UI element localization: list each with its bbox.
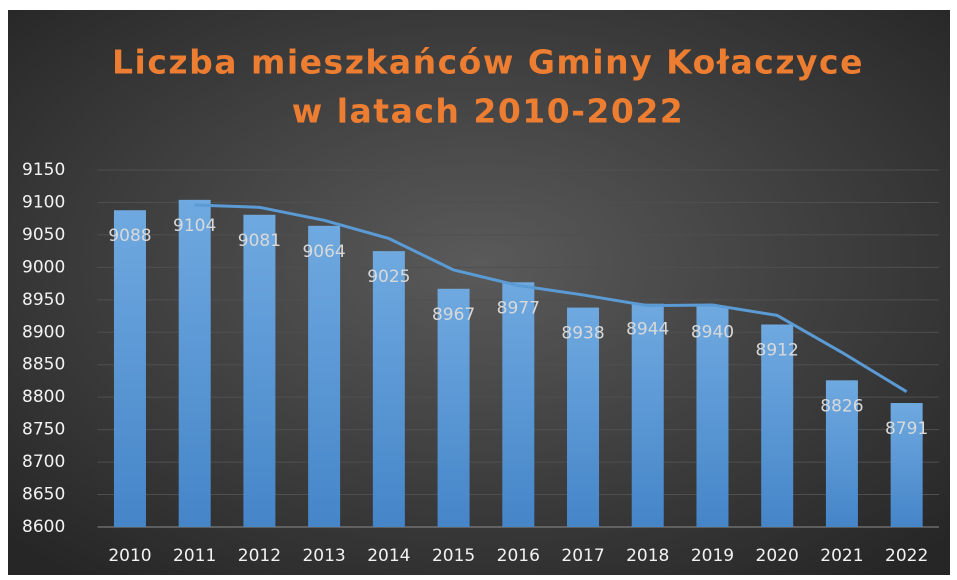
bar: [567, 307, 600, 527]
chart-title: Liczba mieszkańców Gminy Kołaczyce: [112, 43, 864, 82]
bar: [825, 380, 858, 527]
x-tick-label: 2015: [432, 546, 475, 566]
bar: [178, 199, 211, 527]
y-tick-label: 9000: [22, 257, 65, 277]
y-tick-label: 8600: [22, 517, 65, 537]
y-tick-label: 8800: [22, 387, 65, 407]
x-tick-label: 2018: [626, 546, 669, 566]
value-label: 9025: [367, 267, 410, 287]
bar: [372, 251, 405, 528]
y-tick-label: 8850: [22, 355, 65, 375]
y-tick-label: 8900: [22, 322, 65, 342]
x-tick-label: 2011: [173, 546, 216, 566]
y-tick-label: 8700: [22, 452, 65, 472]
y-tick-label: 8650: [22, 485, 65, 505]
x-tick-label: 2010: [108, 546, 151, 566]
y-tick-label: 9050: [22, 225, 65, 245]
bar: [502, 282, 535, 527]
x-tick-label: 2019: [691, 546, 734, 566]
y-tick-label: 8950: [22, 290, 65, 310]
x-tick-label: 2014: [367, 546, 410, 566]
value-label: 9081: [238, 231, 281, 251]
x-tick-label: 2012: [238, 546, 281, 566]
bar: [308, 225, 341, 527]
x-tick-label: 2022: [885, 546, 928, 566]
value-label: 8944: [626, 320, 669, 340]
value-label: 8967: [432, 305, 475, 325]
value-label: 9064: [302, 242, 345, 262]
bar: [761, 324, 794, 527]
x-tick-label: 2020: [756, 546, 799, 566]
bar: [243, 214, 276, 527]
value-label: 8940: [691, 322, 734, 342]
y-tick-label: 8750: [22, 420, 65, 440]
trend-line: [194, 203, 908, 393]
value-label: 9088: [108, 226, 151, 246]
bar: [113, 210, 146, 527]
x-tick-label: 2013: [302, 546, 345, 566]
value-label: 8912: [756, 340, 799, 360]
value-label: 8938: [561, 324, 604, 344]
y-tick-label: 9100: [22, 192, 65, 212]
x-tick-label: 2017: [561, 546, 604, 566]
value-label: 9104: [173, 216, 216, 236]
value-label: 8977: [497, 298, 540, 318]
x-tick-label: 2021: [820, 546, 863, 566]
y-tick-label: 9150: [22, 160, 65, 180]
chart-title: w latach 2010-2022: [292, 92, 685, 131]
bar: [696, 306, 729, 527]
bar: [890, 403, 923, 527]
value-label: 8791: [885, 419, 928, 439]
bar: [437, 288, 470, 527]
bar: [631, 303, 664, 527]
x-tick-label: 2016: [497, 546, 540, 566]
value-label: 8826: [820, 396, 863, 416]
